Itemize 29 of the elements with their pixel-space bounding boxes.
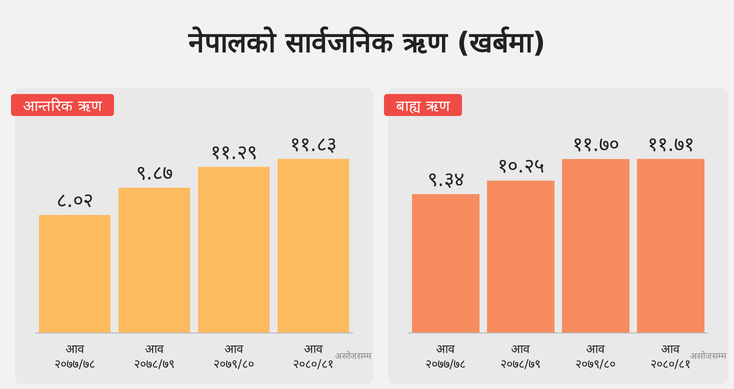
chart-subtitle: बाह्य ऋण <box>384 94 462 116</box>
data-label: ९.३४ <box>428 167 464 192</box>
bar <box>198 166 270 333</box>
data-label: ११.७१ <box>648 132 694 156</box>
data-label: ८.०२ <box>56 188 93 212</box>
x-tick-label: आव २०७९/८० <box>575 342 616 371</box>
x-tick-label: आव २०७७/७८ <box>54 342 95 371</box>
text: असोजसम्म <box>335 350 371 362</box>
data-label: ११.७० <box>572 132 619 156</box>
bar <box>412 194 480 333</box>
data-label: ९.८७ <box>136 160 172 185</box>
text: असोजसम्म <box>690 350 726 362</box>
x-tick-label: आव २०७८/७९ <box>500 342 541 371</box>
chart-subtitle: आन्तरिक ऋण <box>11 94 114 116</box>
x-tick-label: आव २०७८/७९ <box>134 342 174 371</box>
bar <box>487 180 554 333</box>
data-label: ११.८३ <box>290 132 336 156</box>
x-tick-label: आव २०७७/७८ <box>425 342 466 371</box>
bar <box>39 214 111 333</box>
bar <box>278 158 350 333</box>
data-label: ११.२९ <box>210 140 257 164</box>
x-tick-label: आव २०८०/८१ <box>293 342 334 371</box>
data-label: १०.२५ <box>498 154 544 178</box>
x-tick-label: आव २०८०/८१ <box>650 342 691 371</box>
bar <box>637 158 704 333</box>
x-tick-label: आव २०७९/८० <box>214 342 254 371</box>
bar <box>118 188 190 333</box>
chart-title: नेपालको सार्वजनिक ऋण (खर्बमा) <box>187 25 546 60</box>
bar <box>562 159 630 333</box>
